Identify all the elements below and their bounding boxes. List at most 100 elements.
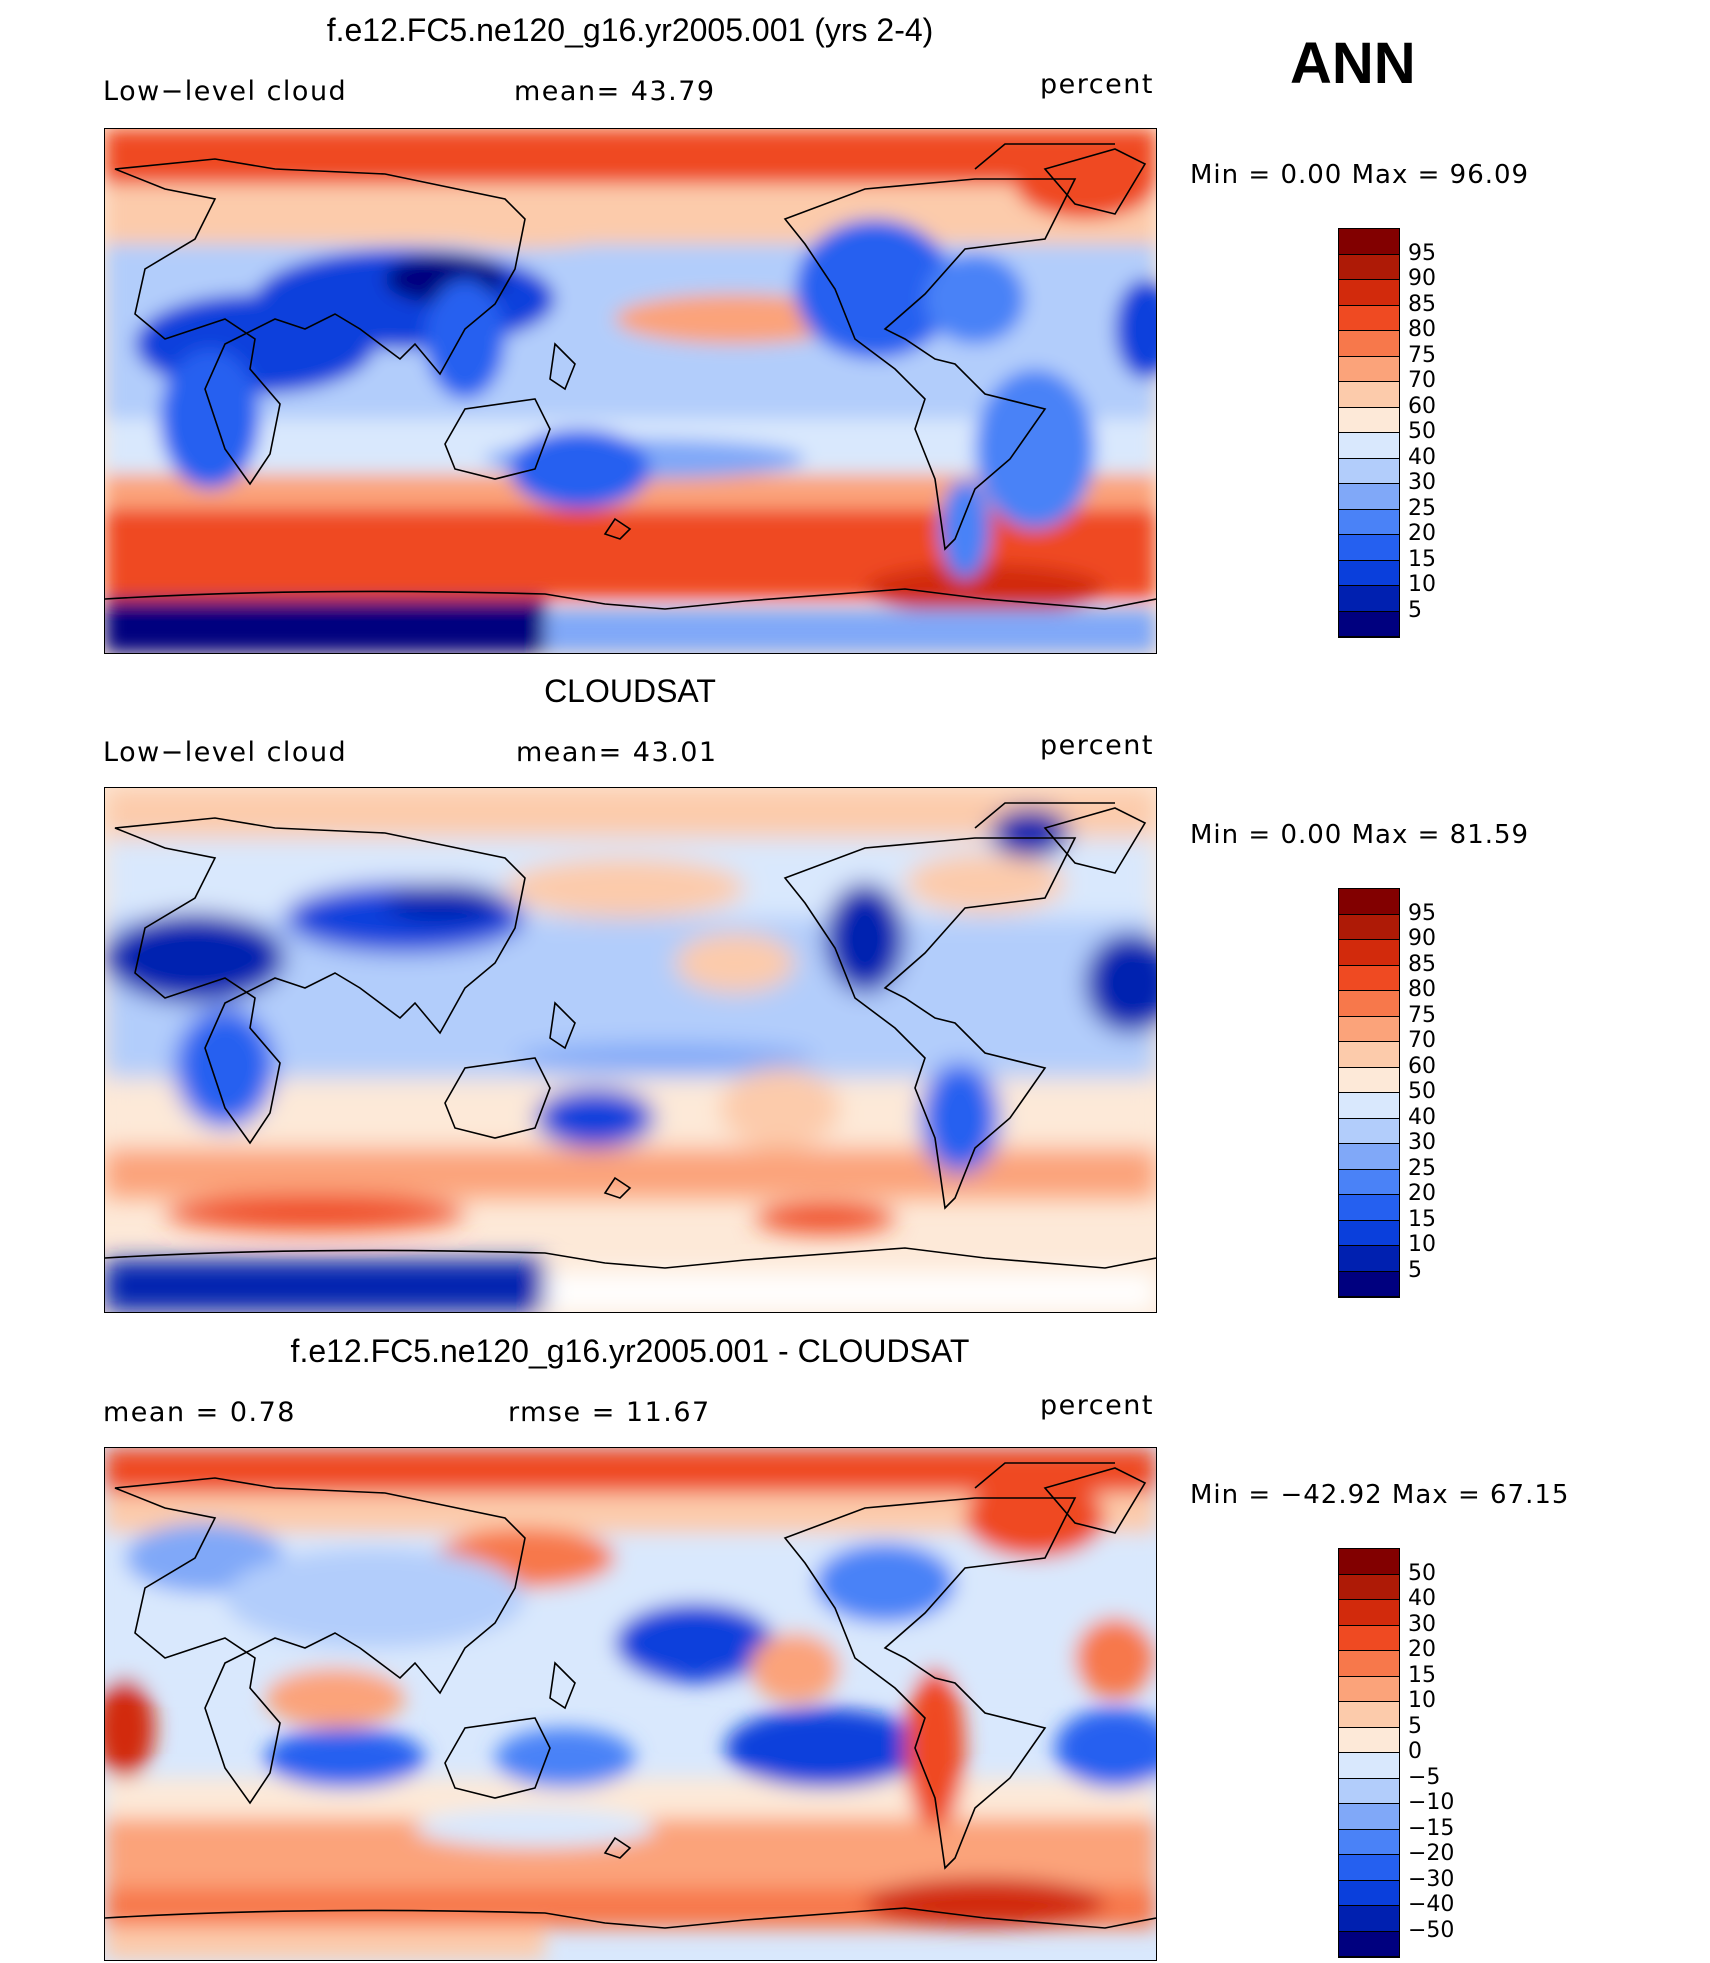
colorbar-swatch <box>1339 1651 1399 1677</box>
panel1-units-label: percent <box>1040 69 1154 100</box>
colorbar-tick-label: 25 <box>1408 1155 1436 1181</box>
panel1-variable-label: Low−level cloud <box>103 76 348 107</box>
colorbar-swatch <box>1339 1118 1399 1144</box>
colorbar-swatch <box>1339 509 1399 535</box>
panel1-min-max: Min = 0.00 Max = 96.09 <box>1190 160 1530 190</box>
colorbar-swatch <box>1339 356 1399 382</box>
colorbar-tick-label: −15 <box>1408 1815 1455 1841</box>
colorbar-swatch <box>1339 1880 1399 1906</box>
colorbar-tick-label: 75 <box>1408 1002 1436 1028</box>
panel3-title: f.e12.FC5.ne120_g16.yr2005.001 - CLOUDSA… <box>290 1333 970 1369</box>
colorbar-tick-label: 95 <box>1408 900 1436 926</box>
panel1-colorbar <box>1338 228 1400 638</box>
colorbar-swatch <box>1339 254 1399 280</box>
colorbar-tick-label: 0 <box>1408 1739 1422 1764</box>
colorbar-tick-label: 15 <box>1408 546 1436 572</box>
colorbar-swatch <box>1339 914 1399 940</box>
panel2-variable-label: Low−level cloud <box>103 737 348 768</box>
colorbar-swatch <box>1339 586 1399 612</box>
colorbar-swatch <box>1339 1702 1399 1728</box>
panel2-map <box>104 787 1157 1313</box>
colorbar-swatch <box>1339 280 1399 306</box>
colorbar-tick-label: 15 <box>1408 1206 1436 1232</box>
panel3-mean-label: mean = 0.78 <box>103 1397 296 1428</box>
colorbar-tick-label: 5 <box>1408 1257 1422 1283</box>
panel3-rmse-label: rmse = 11.67 <box>508 1397 711 1428</box>
colorbar-swatch <box>1339 1931 1399 1957</box>
colorbar-swatch <box>1339 1906 1399 1932</box>
colorbar-swatch <box>1339 1093 1399 1119</box>
colorbar-swatch <box>1339 407 1399 433</box>
colorbar-swatch <box>1339 1829 1399 1855</box>
panel2-colorbar <box>1338 888 1400 1298</box>
colorbar-tick-label: 60 <box>1408 1053 1436 1079</box>
colorbar-swatch <box>1339 331 1399 357</box>
colorbar-swatch <box>1339 1855 1399 1881</box>
colorbar-swatch <box>1339 458 1399 484</box>
colorbar-swatch <box>1339 1144 1399 1170</box>
panel2-title: CLOUDSAT <box>544 673 716 709</box>
colorbar-swatch <box>1339 484 1399 510</box>
colorbar-swatch <box>1339 305 1399 331</box>
colorbar-swatch <box>1339 991 1399 1017</box>
colorbar-swatch <box>1339 1549 1399 1575</box>
colorbar-swatch <box>1339 229 1399 255</box>
colorbar-tick-label: 75 <box>1408 342 1436 368</box>
colorbar-swatch <box>1339 1220 1399 1246</box>
panel1-mean-label: mean= 43.79 <box>514 76 716 107</box>
colorbar-swatch <box>1339 1600 1399 1626</box>
colorbar-tick-label: −10 <box>1408 1790 1455 1815</box>
colorbar-swatch <box>1339 1778 1399 1804</box>
colorbar-tick-label: 90 <box>1408 266 1436 291</box>
colorbar-tick-label: 20 <box>1408 1637 1436 1662</box>
colorbar-tick-label: 80 <box>1408 977 1436 1002</box>
colorbar-swatch <box>1339 1574 1399 1600</box>
colorbar-tick-label: 20 <box>1408 521 1436 546</box>
colorbar-tick-label: 60 <box>1408 393 1436 419</box>
colorbar-tick-label: 85 <box>1408 291 1436 317</box>
colorbar-tick-label: 70 <box>1408 368 1436 393</box>
panel3-map <box>104 1447 1157 1961</box>
colorbar-swatch <box>1339 1169 1399 1195</box>
colorbar-swatch <box>1339 1195 1399 1221</box>
colorbar-swatch <box>1339 940 1399 966</box>
colorbar-swatch <box>1339 611 1399 637</box>
colorbar-tick-label: 40 <box>1408 1586 1436 1611</box>
colorbar-tick-label: 85 <box>1408 951 1436 977</box>
colorbar-tick-label: 40 <box>1408 1104 1436 1130</box>
colorbar-tick-label: 5 <box>1408 1713 1422 1739</box>
colorbar-tick-label: −40 <box>1408 1892 1455 1917</box>
panel2-units-label: percent <box>1040 730 1154 761</box>
colorbar-swatch <box>1339 560 1399 586</box>
colorbar-swatch <box>1339 433 1399 459</box>
colorbar-swatch <box>1339 1727 1399 1753</box>
colorbar-tick-label: 15 <box>1408 1662 1436 1688</box>
colorbar-swatch <box>1339 535 1399 561</box>
colorbar-tick-label: 95 <box>1408 240 1436 266</box>
colorbar-tick-label: 70 <box>1408 1028 1436 1053</box>
colorbar-swatch <box>1339 1676 1399 1702</box>
colorbar-tick-label: 40 <box>1408 444 1436 470</box>
colorbar-tick-label: −50 <box>1408 1917 1455 1943</box>
colorbar-swatch <box>1339 965 1399 991</box>
colorbar-swatch <box>1339 1271 1399 1297</box>
colorbar-tick-label: −5 <box>1408 1764 1441 1790</box>
colorbar-tick-label: 50 <box>1408 419 1436 444</box>
colorbar-swatch <box>1339 1625 1399 1651</box>
colorbar-swatch <box>1339 1804 1399 1830</box>
colorbar-swatch <box>1339 1246 1399 1272</box>
colorbar-tick-label: 30 <box>1408 1130 1436 1155</box>
colorbar-swatch <box>1339 1753 1399 1779</box>
colorbar-swatch <box>1339 1067 1399 1093</box>
panel1-title: f.e12.FC5.ne120_g16.yr2005.001 (yrs 2-4) <box>326 12 934 48</box>
colorbar-tick-label: 30 <box>1408 470 1436 495</box>
colorbar-swatch <box>1339 1016 1399 1042</box>
colorbar-tick-label: 90 <box>1408 926 1436 951</box>
colorbar-tick-label: 5 <box>1408 597 1422 623</box>
colorbar-tick-label: 80 <box>1408 317 1436 342</box>
colorbar-swatch <box>1339 1042 1399 1068</box>
panel2-mean-label: mean= 43.01 <box>516 737 718 768</box>
colorbar-tick-label: 30 <box>1408 1611 1436 1637</box>
colorbar-swatch <box>1339 889 1399 915</box>
panel2-min-max: Min = 0.00 Max = 81.59 <box>1190 820 1530 850</box>
